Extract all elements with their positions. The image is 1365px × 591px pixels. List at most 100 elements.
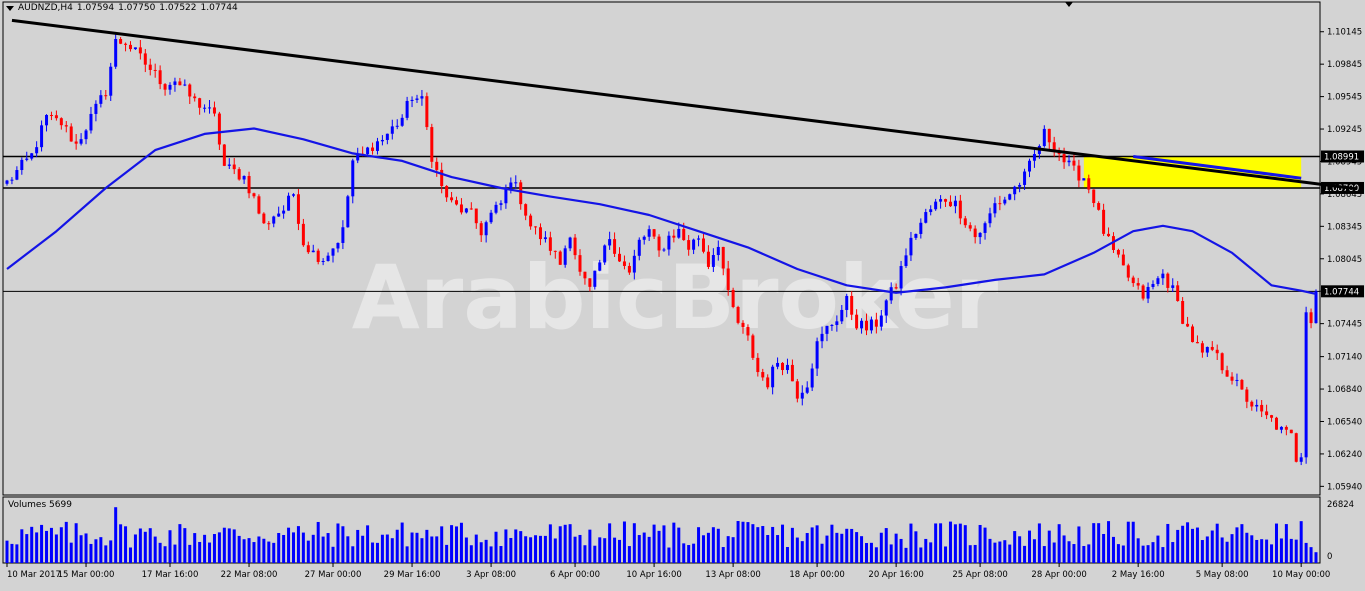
volume-bar <box>415 532 419 563</box>
candle-body <box>455 200 459 205</box>
candle-body <box>479 223 483 236</box>
volume-bar <box>1018 536 1022 563</box>
candle-body <box>524 204 528 216</box>
volume-bar <box>568 524 572 563</box>
volume-bar <box>514 529 518 563</box>
volume-bar <box>1121 545 1125 563</box>
volume-bar <box>489 546 493 563</box>
volume-bar <box>158 542 162 563</box>
volume-bar <box>321 536 325 563</box>
volume-bar <box>1077 526 1081 563</box>
dropdown-triangle-icon[interactable] <box>6 5 14 11</box>
candle-body <box>889 287 893 301</box>
volume-bar <box>119 524 123 563</box>
candle-body <box>173 81 177 85</box>
candle-body <box>1279 426 1283 430</box>
volume-bar <box>79 535 83 563</box>
y-tick-label: 1.09545 <box>1327 93 1362 103</box>
volume-bar <box>1092 523 1096 563</box>
candle-body <box>341 227 345 243</box>
candle-body <box>148 64 152 70</box>
volume-bar <box>153 536 157 563</box>
candle-body <box>504 188 508 204</box>
candle-body <box>1171 285 1175 288</box>
volume-bar <box>242 539 246 563</box>
candle-body <box>237 169 241 180</box>
candle-body <box>687 240 691 250</box>
candle-body <box>1265 411 1269 416</box>
ohlc-high: 1.07750 <box>118 3 156 13</box>
volume-bar <box>795 537 799 563</box>
candle-body <box>45 114 49 126</box>
x-tick-label: 15 Mar 00:00 <box>58 570 115 580</box>
candle-body <box>558 251 562 265</box>
candle-body <box>306 245 310 253</box>
volume-bar <box>1156 535 1160 563</box>
candle-body <box>138 47 142 54</box>
volume-bar <box>291 532 295 563</box>
volume-bar <box>1215 523 1219 563</box>
volume-bar <box>731 537 735 563</box>
volume-bar <box>484 539 488 563</box>
candle-body <box>499 203 503 205</box>
volume-bar <box>603 538 607 563</box>
volume-bar <box>998 541 1002 563</box>
x-tick-label: 25 Apr 08:00 <box>952 570 1007 580</box>
candle-body <box>894 287 898 289</box>
candle-body <box>1210 346 1214 350</box>
candle-body <box>795 381 799 399</box>
volume-bar <box>163 546 167 563</box>
candle-body <box>272 216 276 224</box>
volume-bar <box>869 542 873 563</box>
volume-bar <box>563 524 567 563</box>
candle-body <box>805 387 809 393</box>
candle-body <box>1146 286 1150 299</box>
candle-body <box>430 127 434 162</box>
candle-body <box>193 96 197 99</box>
volume-bar <box>652 524 656 563</box>
candle-body <box>158 70 162 85</box>
candle-body <box>1136 283 1140 286</box>
volume-bar <box>1195 527 1199 563</box>
chart-title-bar: AUDNZD,H4 1.07594 1.07750 1.07522 1.0774… <box>6 3 238 13</box>
candle-body <box>114 39 118 67</box>
candle-body <box>825 325 829 334</box>
candle-body <box>64 125 68 127</box>
volume-bar <box>208 542 212 563</box>
candle-body <box>1092 189 1096 204</box>
candle-body <box>49 114 53 116</box>
volume-bar <box>257 536 261 563</box>
candle-body <box>598 262 602 271</box>
shift-marker-icon <box>1065 2 1073 7</box>
volume-bar <box>15 544 19 563</box>
volume-bar <box>104 545 108 563</box>
candle-body <box>632 255 636 273</box>
volume-bar <box>1097 523 1101 563</box>
candle-body <box>128 44 132 50</box>
volume-bar <box>425 529 429 563</box>
candle-body <box>143 53 147 65</box>
candle-body <box>914 233 918 238</box>
volume-bar <box>222 527 226 563</box>
volume-bar <box>1146 545 1150 563</box>
volume-bar <box>958 523 962 563</box>
volume-bar <box>499 546 503 563</box>
candle-body <box>287 195 291 211</box>
candle-body <box>415 98 419 100</box>
volume-bar <box>771 526 775 563</box>
volume-bar <box>988 538 992 563</box>
candle-body <box>1309 312 1313 324</box>
volume-bar <box>968 545 972 563</box>
candle-body <box>410 99 414 101</box>
candle-body <box>390 126 394 134</box>
candle-body <box>10 179 14 181</box>
volume-bar <box>1279 538 1283 563</box>
volume-bar <box>657 530 661 563</box>
y-tick-label: 1.08345 <box>1327 222 1362 232</box>
candle-body <box>721 246 725 269</box>
candle-body <box>405 100 409 118</box>
candle-body <box>588 278 592 287</box>
candle-body <box>800 392 804 399</box>
candle-body <box>1240 379 1244 390</box>
